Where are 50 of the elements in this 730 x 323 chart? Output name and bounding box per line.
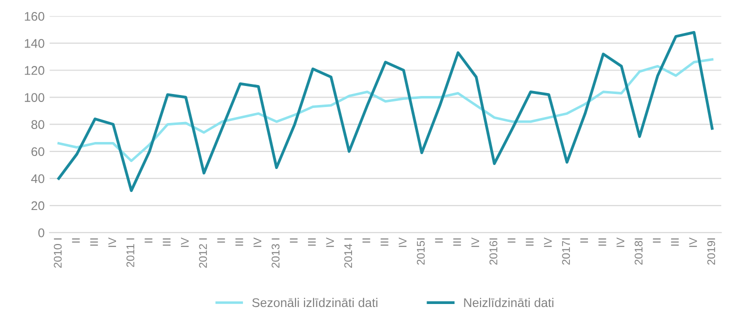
x-tick-label: II xyxy=(362,238,370,243)
x-tick-label: III xyxy=(162,238,170,246)
x-tick-label: 2014 I xyxy=(344,238,352,268)
legend-label: Sezonāli izlīdzināti dati xyxy=(252,298,378,308)
x-tick-label: IV xyxy=(689,237,697,247)
x-tick-label: IV xyxy=(471,237,480,247)
x-tick-label: 2012 I xyxy=(199,238,207,268)
x-tick-label: IV xyxy=(616,237,624,247)
y-tick-label: 140 xyxy=(24,39,44,48)
x-tick-label: II xyxy=(508,238,516,243)
x-tick-label: II xyxy=(290,238,298,243)
x-tick-label: 2013 I xyxy=(272,238,280,268)
y-tick-label: 40 xyxy=(31,174,44,184)
x-tick-label: III xyxy=(380,238,388,246)
y-tick-label: 100 xyxy=(24,93,44,102)
line-series xyxy=(57,30,714,192)
x-tick-label: II xyxy=(652,238,661,243)
x-tick-label: III xyxy=(671,238,679,246)
x-tick-label: 2018I xyxy=(634,238,643,265)
x-tick-label: IV xyxy=(326,237,334,247)
x-tick-label: II xyxy=(217,238,225,243)
x-tick-label: IV xyxy=(254,237,262,247)
x-tick-label: 2015I xyxy=(416,238,425,265)
x-tick-label: II xyxy=(580,238,588,243)
x-tick-label: II xyxy=(72,238,80,243)
legend-label: Neizlīdzināti dati xyxy=(464,298,554,308)
y-tick-label: 80 xyxy=(31,120,44,130)
x-tick-label: III xyxy=(235,238,244,246)
x-tick-label: II xyxy=(144,238,152,243)
x-tick-label: 2017I xyxy=(562,238,570,265)
x-tick-label: III xyxy=(453,238,461,246)
x-tick-label: IV xyxy=(544,237,552,247)
y-tick-label: 20 xyxy=(32,201,44,210)
x-tick-label: III xyxy=(598,238,606,246)
y-tick-label: 120 xyxy=(24,66,44,75)
x-tick-label: IV xyxy=(398,237,406,247)
x-tick-label: IV xyxy=(108,237,116,247)
x-tick-label: III xyxy=(526,238,534,246)
x-tick-label: 2011 I xyxy=(126,238,134,267)
x-tick-label: II xyxy=(435,238,443,243)
y-tick-label: 0 xyxy=(38,228,44,238)
line-series xyxy=(57,58,714,162)
x-tick-label: 2016I xyxy=(489,238,498,265)
y-tick-label: 160 xyxy=(24,12,44,21)
x-tick-label: III xyxy=(308,238,316,246)
x-tick-label: 2019I xyxy=(707,238,716,265)
x-tick-label: IV xyxy=(181,237,189,247)
x-tick-label: 2010 I xyxy=(54,238,62,268)
x-tick-label: III xyxy=(90,238,98,246)
y-tick-label: 60 xyxy=(32,147,44,156)
